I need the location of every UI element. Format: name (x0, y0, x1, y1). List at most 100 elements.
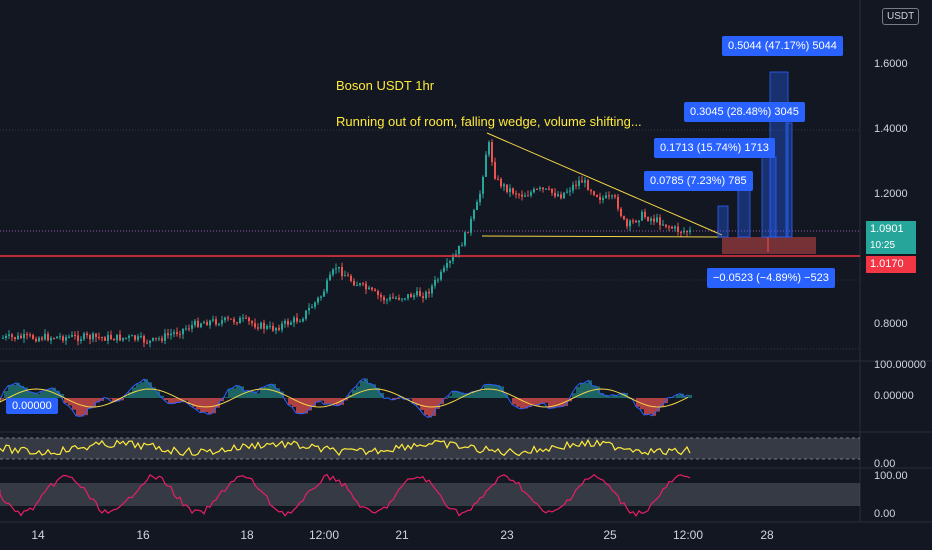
oscillator-histogram-bar (240, 386, 244, 398)
candle-body (125, 337, 127, 339)
oscillator-histogram-bar (480, 390, 484, 398)
measurement-label-2[interactable]: 0.3045 (28.48%) 3045 (684, 102, 805, 122)
oscillator-histogram-bar (204, 398, 208, 413)
candle-body (512, 188, 514, 194)
oscillator-histogram-bar (548, 398, 552, 409)
candle-body (494, 162, 496, 179)
candle-body (191, 325, 193, 329)
oscillator-histogram-bar (468, 393, 472, 398)
candle-body (278, 327, 280, 330)
candle-body (506, 184, 508, 193)
oscillator-histogram-bar (176, 398, 180, 403)
oscillator-histogram-bar (236, 385, 240, 398)
oscillator-histogram-bar (396, 398, 400, 399)
measurement-label-down[interactable]: −0.0523 (−4.89%) −523 (707, 268, 835, 288)
oscillator-histogram-bar (112, 398, 116, 403)
candle-body (422, 296, 424, 299)
chart-title-note[interactable]: Boson USDT 1hr (336, 78, 435, 93)
candle-body (20, 335, 22, 339)
candle-body (611, 195, 613, 197)
oscillator-histogram-bar (456, 391, 460, 398)
candle-body (308, 307, 310, 311)
candle-body (359, 283, 361, 286)
candle-body (626, 219, 628, 227)
candle-body (296, 317, 298, 322)
oscillator-histogram-bar (656, 398, 660, 412)
candle-body (563, 192, 565, 199)
oscillator-histogram-bar (360, 380, 364, 398)
oscillator-histogram-bar (612, 394, 616, 398)
chart-comment-note[interactable]: Running out of room, falling wedge, volu… (336, 114, 642, 129)
candle-body (5, 335, 7, 338)
oscillator-histogram-bar (500, 386, 504, 398)
candle-body (164, 333, 166, 341)
candle-body (101, 337, 103, 339)
time-tick: 28 (760, 528, 774, 542)
oscillator-histogram-bar (576, 386, 580, 398)
oscillator-histogram-bar (484, 385, 488, 398)
currency-selector[interactable]: USDT (882, 8, 920, 25)
candle-body (488, 142, 490, 155)
candle-body (473, 210, 475, 219)
oscillator-histogram-bar (320, 398, 324, 401)
measurement-label-3[interactable]: 0.1713 (15.74%) 1713 (654, 138, 775, 158)
candle-body (404, 298, 406, 300)
measurement-label-1[interactable]: 0.5044 (47.17%) 5044 (722, 36, 843, 56)
oscillator-histogram-bar (288, 398, 292, 405)
oscillator-histogram-bar (224, 397, 228, 398)
candle-body (110, 334, 112, 339)
candle-body (212, 319, 214, 321)
candle-body (557, 194, 559, 197)
candle-body (644, 211, 646, 218)
candle-body (53, 337, 55, 339)
time-tick: 12:00 (672, 528, 704, 542)
oscillator-histogram-bar (312, 398, 316, 407)
candle-body (485, 154, 487, 177)
measurement-label-4[interactable]: 0.0785 (7.23%) 785 (644, 171, 753, 191)
oscillator-histogram-bar (556, 398, 560, 407)
oscillator-histogram-bar (492, 384, 496, 398)
candle-body (560, 194, 562, 199)
oscillator-histogram-bar (528, 398, 532, 408)
candle-body (251, 321, 253, 324)
candle-body (392, 297, 394, 299)
candle-body (521, 194, 523, 197)
candle-body (551, 188, 553, 193)
oscillator-histogram-bar (196, 398, 200, 410)
candle-body (260, 322, 262, 329)
oscillator-histogram-bar (16, 382, 20, 398)
oscillator-histogram-bar (584, 383, 588, 398)
time-tick: 25 (603, 528, 617, 542)
candle-body (257, 327, 259, 329)
candle-body (641, 211, 643, 221)
drawing-layer[interactable] (0, 71, 860, 257)
rsi-zero-label: 0.00 (874, 458, 896, 470)
oscillator-histogram-bar (44, 390, 48, 398)
candle-body (209, 320, 211, 326)
candle-body (653, 218, 655, 222)
candle-body (446, 263, 448, 268)
oscillator-histogram-bar (300, 398, 304, 414)
candle-body (566, 191, 568, 193)
candle-body (683, 231, 685, 233)
candle-body (62, 336, 64, 341)
candle-body (383, 297, 385, 301)
candle-body (341, 266, 343, 277)
candle-body (479, 193, 481, 202)
candle-body (167, 333, 169, 336)
candle-body (47, 333, 49, 341)
oscillator-histogram-bar (80, 398, 84, 417)
candle-body (575, 184, 577, 186)
candle-body (416, 291, 418, 296)
oscillator-histogram-bar (532, 398, 536, 406)
candle-body (662, 224, 664, 226)
oscillator-histogram-bar (660, 398, 664, 407)
candle-body (194, 320, 196, 326)
alert-price-tag: 1.0170 (866, 256, 916, 273)
candle-body (149, 340, 151, 343)
oscillator-histogram-bar (260, 388, 264, 398)
candle-body (326, 280, 328, 292)
candle-body (368, 287, 370, 290)
candle-body (68, 336, 70, 338)
